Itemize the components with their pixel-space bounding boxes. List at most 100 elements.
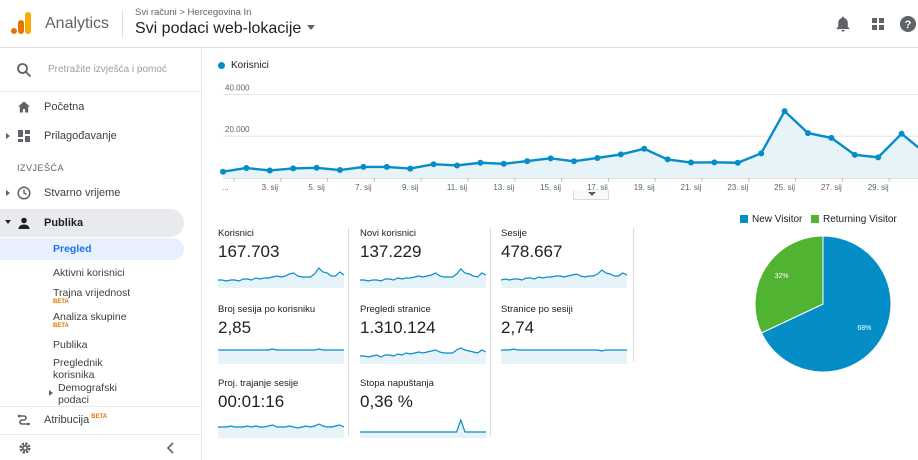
data-point[interactable] [664, 156, 671, 163]
metric-tile[interactable]: Stranice po sesiji 2,74 [501, 304, 641, 376]
data-point[interactable] [266, 167, 273, 174]
data-point[interactable] [571, 158, 577, 165]
data-point[interactable] [594, 154, 601, 161]
data-point[interactable] [805, 130, 811, 137]
metric-separator [348, 228, 349, 436]
sparkline-line [501, 269, 627, 281]
search-input[interactable]: Pretražite izvješća i pomoć [48, 64, 167, 75]
data-point[interactable] [383, 163, 390, 170]
chevron-left-icon[interactable] [165, 441, 177, 455]
breadcrumb[interactable]: Svi računi > Hercegovina In [135, 7, 251, 18]
x-tick-label: 25. sij [774, 183, 795, 192]
reports-section-label: IZVJEŠĆA [17, 163, 65, 173]
data-point[interactable] [454, 162, 460, 169]
metric-tile[interactable]: Proj. trajanje sesije 00:01:16 [218, 378, 358, 450]
sidebar-item-attribution[interactable]: Atribucija BETA [0, 406, 201, 432]
data-point[interactable] [407, 165, 414, 172]
data-point[interactable] [547, 155, 554, 162]
metric-tile[interactable]: Novi korisnici 137.229 [360, 228, 500, 300]
sidebar-subitem-user-explorer[interactable]: Preglednik korisnika [53, 357, 103, 381]
svg-text:?: ? [905, 19, 912, 31]
data-point[interactable] [524, 158, 531, 165]
sidebar-subitem-demographics[interactable]: Demografski podaci [49, 382, 117, 406]
data-point[interactable] [220, 168, 226, 175]
pie-slice[interactable] [760, 235, 892, 373]
apps-grid-icon[interactable] [869, 15, 887, 33]
data-point[interactable] [851, 151, 858, 158]
help-icon[interactable]: ? [899, 15, 917, 33]
data-point[interactable] [875, 154, 882, 161]
data-point[interactable] [500, 160, 507, 167]
pie-legend-returning[interactable]: Returning Visitor [811, 214, 897, 225]
metric-tile[interactable]: Stopa napuštanja 0,36 % [360, 378, 500, 450]
data-point[interactable] [641, 145, 648, 152]
series-legend-label[interactable]: Korisnici [231, 60, 269, 71]
data-point[interactable] [688, 159, 694, 166]
y-tick-label: 40.000 [225, 83, 250, 92]
sparkline-area [218, 268, 344, 288]
data-point[interactable] [617, 151, 624, 158]
metric-tile[interactable]: Broj sesija po korisniku 2,85 [218, 304, 358, 376]
metric-sparkline [360, 347, 486, 364]
sidebar-item-audience[interactable]: Publika [0, 209, 184, 237]
metric-tile[interactable]: Korisnici 167.703 [218, 228, 358, 300]
sidebar-subitem-cohort-analysis[interactable]: Analiza skupine BETA [53, 311, 127, 330]
metric-label: Sesije [501, 228, 527, 239]
analytics-logo-icon[interactable] [10, 11, 32, 35]
clock-icon [17, 186, 31, 200]
data-point[interactable] [290, 165, 297, 172]
y-tick-label: 20.000 [225, 125, 250, 134]
metric-value: 478.667 [501, 242, 563, 261]
expand-arrow-icon[interactable] [6, 190, 10, 196]
metric-tile[interactable]: Sesije 478.667 [501, 228, 641, 300]
sidebar-subitem-lifetime-value[interactable]: Trajna vrijednost BETA [53, 287, 130, 306]
sidebar-item-customization[interactable]: Prilagođavanje [0, 123, 201, 149]
data-point[interactable] [734, 159, 741, 166]
report-search[interactable]: Pretražite izvješća i pomoć [0, 48, 201, 92]
sidebar-subitem-active-users[interactable]: Aktivni korisnici [53, 267, 125, 279]
gear-icon[interactable] [18, 441, 32, 455]
sidebar-subitem-overview[interactable]: Pregled [0, 238, 184, 260]
data-point[interactable] [711, 159, 718, 166]
beta-badge: BETA [53, 323, 69, 329]
chart-resize-handle[interactable] [573, 190, 609, 200]
breadcrumb-root[interactable]: Svi računi [135, 7, 177, 18]
x-tick-label: 17. sij [587, 183, 608, 192]
pie-slice[interactable] [754, 235, 824, 334]
data-point[interactable] [758, 150, 765, 157]
data-point[interactable] [828, 134, 835, 141]
data-point[interactable] [781, 108, 788, 115]
data-point[interactable] [313, 164, 320, 171]
sparkline-line [218, 267, 344, 282]
x-tick-label: 21. sij [681, 183, 702, 192]
pie-legend-label: New Visitor [752, 214, 803, 225]
pie-legend-label: Returning Visitor [823, 214, 897, 225]
expand-arrow-icon[interactable] [49, 390, 53, 396]
x-tick-label: 11. sij [447, 183, 468, 192]
breadcrumb-account[interactable]: Hercegovina In [187, 7, 252, 18]
data-point[interactable] [898, 130, 905, 137]
data-point[interactable] [360, 163, 367, 170]
data-point[interactable] [337, 167, 343, 174]
attribution-icon [17, 414, 30, 426]
pie-legend-new[interactable]: New Visitor [740, 214, 802, 225]
sidebar-item-label: Stvarno vrijeme [44, 187, 121, 199]
data-point[interactable] [477, 159, 484, 166]
sidebar-subitem-label: podaci [58, 394, 89, 406]
sidebar-item-realtime[interactable]: Stvarno vrijeme [0, 180, 201, 206]
collapse-arrow-icon[interactable] [5, 220, 11, 224]
data-point[interactable] [243, 164, 250, 171]
metric-label: Novi korisnici [360, 228, 416, 239]
x-tick-label: 27. sij [821, 183, 842, 192]
expand-arrow-icon[interactable] [6, 133, 10, 139]
visitor-type-pie-chart[interactable]: 68% 32% [753, 234, 903, 384]
property-selector[interactable]: Svi podaci web-lokacije [135, 20, 316, 38]
users-line-chart[interactable]: 40.000 20.000... 3. sij 5. sij 7. sij 9. sij 1… [203, 76, 918, 226]
metric-label: Pregledi stranice [360, 304, 431, 315]
sidebar-item-home[interactable]: Početna [0, 94, 201, 120]
data-point[interactable] [430, 161, 437, 168]
sidebar-subitem-label: Trajna vrijednost [53, 287, 131, 299]
bell-icon[interactable] [834, 15, 852, 33]
sidebar-subitem-audiences[interactable]: Publika [53, 339, 88, 351]
metric-tile[interactable]: Pregledi stranice 1.310.124 [360, 304, 500, 376]
